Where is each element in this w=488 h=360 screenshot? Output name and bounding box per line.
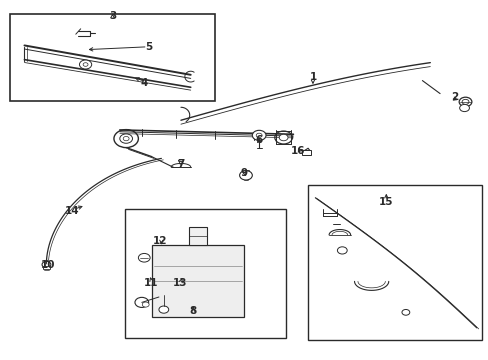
Circle shape [159, 306, 168, 313]
Text: 16: 16 [290, 146, 305, 156]
Circle shape [135, 297, 148, 307]
Circle shape [458, 97, 471, 107]
Text: 13: 13 [172, 278, 187, 288]
Bar [302, 150, 310, 155]
Circle shape [401, 310, 409, 315]
Text: 7: 7 [177, 159, 184, 169]
Text: 12: 12 [153, 236, 167, 246]
Circle shape [123, 136, 129, 141]
Bar [151, 245, 244, 317]
Text: 11: 11 [143, 278, 158, 288]
Text: 15: 15 [378, 197, 393, 207]
Text: 2: 2 [450, 92, 457, 102]
Circle shape [142, 302, 149, 307]
Text: 5: 5 [145, 42, 152, 52]
Circle shape [337, 247, 346, 254]
Bar [43, 266, 50, 269]
Circle shape [239, 171, 252, 180]
Text: 3: 3 [109, 11, 116, 21]
Bar [124, 209, 285, 338]
Circle shape [120, 134, 132, 143]
Text: 6: 6 [255, 135, 262, 145]
Circle shape [279, 134, 287, 141]
Circle shape [256, 133, 262, 138]
Text: 10: 10 [41, 260, 55, 270]
Text: 1: 1 [309, 72, 316, 82]
Circle shape [114, 130, 138, 148]
Text: 8: 8 [189, 306, 196, 316]
Text: 14: 14 [65, 206, 80, 216]
Circle shape [459, 104, 468, 112]
Circle shape [42, 261, 51, 268]
Ellipse shape [79, 60, 92, 69]
Ellipse shape [83, 63, 88, 66]
Circle shape [138, 253, 150, 262]
Bar [189, 227, 206, 245]
Bar [10, 14, 215, 101]
Text: 4: 4 [140, 78, 148, 88]
Circle shape [461, 99, 468, 104]
Text: 9: 9 [241, 168, 247, 178]
Circle shape [274, 131, 292, 144]
Circle shape [252, 130, 265, 140]
Bar [307, 185, 481, 340]
